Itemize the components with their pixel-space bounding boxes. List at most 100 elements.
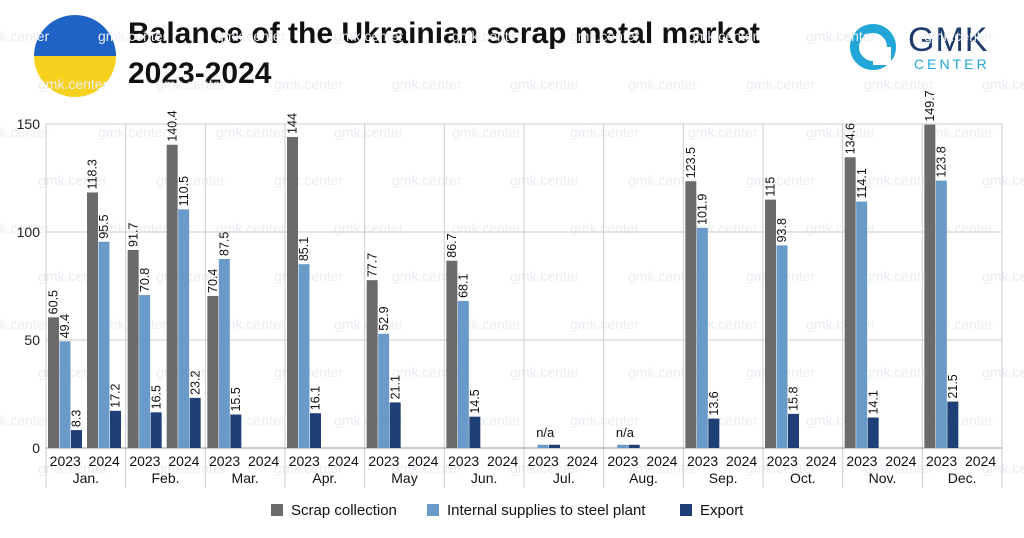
bar-2024-jan-s0 [87, 192, 98, 448]
y-tick-label: 50 [24, 332, 40, 348]
bar-2023-oct-s2 [788, 413, 799, 448]
data-label: 21.5 [946, 374, 960, 398]
bar-2023-sep-s2 [708, 418, 720, 448]
legend-item: Scrap collection [271, 500, 397, 520]
x-tick-year: 2023 [926, 453, 957, 469]
x-tick-month: Aug. [629, 470, 658, 486]
data-label: 60.5 [47, 290, 61, 314]
data-label: 52.9 [377, 306, 391, 330]
x-tick-year: 2023 [209, 453, 240, 469]
x-tick-year: 2024 [248, 453, 279, 469]
bar-2023-jul-s2 [549, 444, 560, 448]
x-tick-month: Apr. [312, 470, 337, 486]
data-label: 95.5 [97, 214, 111, 238]
x-tick-year: 2023 [368, 453, 399, 469]
bar-2023-jun-s0 [446, 260, 458, 448]
x-tick-year: 2024 [965, 453, 996, 469]
bar-2023-may-s2 [389, 402, 401, 448]
data-label: 101.9 [696, 194, 710, 225]
data-label: 110.5 [177, 176, 191, 206]
x-tick-year: 2023 [448, 453, 479, 469]
logo-ring-icon [850, 24, 896, 70]
bar-2024-jan-s2 [110, 410, 121, 448]
data-label: 140.4 [165, 110, 179, 141]
x-tick-year: 2023 [607, 453, 638, 469]
data-label: 114.1 [855, 168, 869, 198]
data-label: 49.4 [58, 314, 72, 338]
y-tick-label: 0 [32, 440, 40, 456]
bar-2023-mar-s2 [230, 414, 242, 448]
x-tick-month: Nov. [869, 470, 897, 486]
data-label: 123.5 [684, 147, 698, 178]
data-label: 77.7 [365, 253, 379, 277]
x-tick-year: 2024 [885, 453, 916, 469]
data-label: 16.1 [309, 386, 323, 410]
legend-swatch [680, 504, 692, 516]
bar-2023-jun-s1 [457, 300, 469, 448]
data-label: 17.2 [109, 383, 123, 407]
data-label: 68.1 [457, 274, 471, 298]
x-tick-month: Sep. [709, 470, 738, 486]
bar-2023-mar-s0 [207, 295, 219, 448]
x-tick-year: 2024 [407, 453, 438, 469]
data-label: 118.3 [86, 159, 100, 189]
data-label: 93.8 [775, 218, 789, 242]
bar-2023-jan-s1 [59, 341, 71, 448]
x-tick-year: 2024 [168, 453, 199, 469]
x-tick-year: 2024 [806, 453, 837, 469]
data-label: 144 [286, 113, 300, 134]
data-label: 14.1 [866, 390, 880, 414]
bar-2023-nov-s0 [844, 157, 856, 448]
legend-item: Export [680, 500, 743, 520]
x-tick-year: 2024 [726, 453, 757, 469]
bar-2023-mar-s1 [218, 259, 230, 448]
bar-2024-feb-s1 [178, 209, 190, 448]
chart-legend: Scrap collection Internal supplies to ste… [0, 500, 1024, 520]
x-tick-month: Feb. [151, 470, 179, 486]
bar-2023-apr-s0 [287, 136, 298, 448]
bar-2023-dec-s0 [924, 124, 936, 448]
data-label: 115 [764, 177, 778, 197]
bar-2023-sep-s0 [685, 181, 697, 449]
bar-2023-dec-s1 [935, 180, 947, 449]
bar-2023-aug-s2 [628, 444, 640, 448]
bar-2024-feb-s2 [189, 397, 201, 448]
x-tick-year: 2023 [846, 453, 877, 469]
title-line-1: Balance of the Ukrainian scrap metal mar… [128, 17, 760, 50]
bar-2023-apr-s1 [298, 264, 310, 448]
data-label: 70.4 [206, 269, 220, 293]
x-tick-year: 2024 [487, 453, 518, 469]
bar-2023-dec-s2 [947, 401, 959, 448]
bar-2023-sep-s1 [696, 227, 708, 448]
x-tick-year: 2023 [767, 453, 798, 469]
bar-2023-oct-s0 [765, 199, 776, 448]
bar-2023-may-s0 [366, 280, 378, 448]
x-tick-year: 2023 [687, 453, 718, 469]
chart-title: Balance of the Ukrainian scrap metal mar… [128, 14, 848, 94]
x-tick-year: 2024 [646, 453, 677, 469]
data-label: 85.1 [297, 237, 311, 261]
y-tick-label: 150 [17, 116, 41, 132]
x-tick-year: 2023 [528, 453, 559, 469]
na-label: n/a [536, 425, 555, 440]
x-tick-year: 2024 [89, 453, 120, 469]
legend-swatch [271, 504, 283, 516]
bar-2023-jun-s2 [469, 416, 481, 448]
data-label: 86.7 [445, 233, 459, 257]
bar-2023-jan-s0 [48, 317, 59, 448]
data-label: 134.6 [843, 123, 857, 154]
y-tick-label: 100 [17, 224, 41, 240]
bar-2023-feb-s2 [150, 412, 162, 448]
data-label: 91.7 [126, 223, 140, 247]
logo-subtitle: CENTER [914, 56, 990, 72]
x-tick-year: 2024 [567, 453, 598, 469]
bar-2023-nov-s1 [856, 201, 868, 448]
data-label: 87.5 [218, 232, 232, 256]
na-label: n/a [616, 425, 635, 440]
logo-name: GMK [908, 21, 989, 59]
data-label: 14.5 [468, 389, 482, 413]
bar-2023-oct-s1 [776, 245, 788, 448]
data-label: 123.8 [935, 146, 949, 177]
data-label: 70.8 [138, 268, 152, 292]
